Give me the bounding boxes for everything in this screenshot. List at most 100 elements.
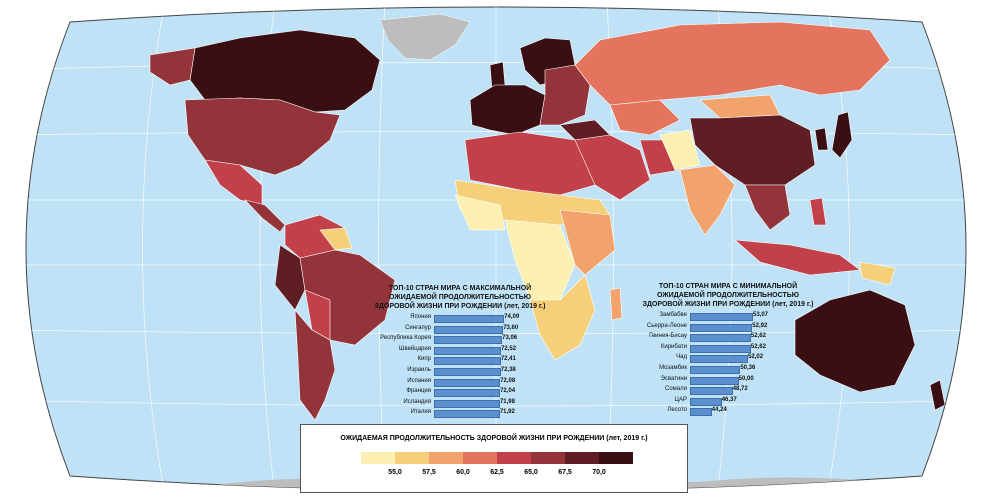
top-min-country: Лесото (667, 407, 687, 414)
top-max-country: Италия (410, 409, 431, 416)
top-min-country: ЦАР (674, 396, 687, 403)
top-min-bar (690, 387, 733, 396)
madagascar (609, 287, 623, 321)
top-max-bar (434, 410, 500, 419)
top-max-country: Республика Корея (380, 335, 431, 342)
legend-tick: 62,5 (490, 469, 504, 476)
philippines (809, 197, 827, 226)
top-max-value: 74,09 (504, 314, 520, 320)
top-min-value: 48,72 (732, 386, 748, 393)
top-min-country: Эсватини (660, 375, 687, 382)
top-max-title-line: ТОП-10 СТРАН МИРА С МАКСИМАЛЬНОЙ (388, 285, 532, 292)
top-max-country: Сингапур (405, 324, 431, 331)
top-min-bar (690, 366, 741, 374)
legend-swatch (497, 452, 531, 464)
png (859, 261, 896, 286)
top-min-bar (690, 376, 739, 385)
india (679, 164, 736, 236)
top-min-value: 50,00 (738, 375, 754, 382)
top-max-country: Исландия (403, 398, 431, 405)
top-max-value: 72,41 (500, 356, 516, 363)
top-min-title-line: ЗДОРОВОЙ ЖИЗНИ ПРИ РОЖДЕНИИ (лет, 2019 г… (642, 301, 814, 308)
peru-ecuador (274, 244, 306, 311)
top-max-value: 73,60 (503, 324, 519, 331)
greenland (379, 13, 471, 61)
top-max-bar (434, 389, 501, 398)
east-africa (559, 209, 616, 276)
top-max-country: Швейцария (398, 345, 431, 352)
southern-africa (529, 274, 596, 361)
top-max-bar (434, 378, 501, 387)
top-min-bar (690, 334, 751, 343)
top-min-bar (690, 313, 753, 321)
guianas (319, 227, 353, 251)
legend-swatch (599, 452, 633, 464)
top-max-bar (434, 399, 500, 408)
top-min-value: 50,36 (740, 365, 756, 371)
top-max-title: ТОП-10 СТРАН МИРА С МАКСИМАЛЬНОЙ ОЖИДАЕМ… (360, 284, 560, 311)
top-min-country: Сомали (665, 386, 687, 393)
top-max-country: Кипр (417, 356, 431, 363)
top-max-country: Израиль (407, 367, 431, 373)
legend-tick: 57,5 (422, 469, 436, 476)
top-max-value: 71,92 (499, 409, 515, 416)
top-min-country: Кирибати (660, 343, 687, 350)
top-min-value: 52,62 (750, 333, 766, 340)
top-max-value: 72,04 (500, 388, 516, 395)
north-africa (464, 131, 596, 196)
top-min-country: Мозамбик (659, 365, 687, 371)
top-max-bar (434, 336, 503, 345)
top-max-value: 71,98 (499, 398, 515, 405)
top-max-bar (434, 346, 502, 355)
legend-tick: 60,0 (456, 469, 470, 476)
top-max-value: 72,52 (501, 345, 517, 352)
top-max-value: 73,06 (502, 335, 518, 342)
legend-swatch (395, 452, 429, 464)
southeast-asia (744, 184, 791, 231)
top-min-bar (690, 408, 712, 417)
australia (794, 289, 916, 393)
top-min-country: Гвинея-Бисау (649, 333, 687, 340)
legend-tick: 67,5 (558, 469, 572, 476)
top-min-value: 52,02 (748, 354, 764, 361)
top-min-bar (690, 344, 751, 353)
indonesia (734, 239, 861, 276)
top-min-value: 52,62 (750, 343, 766, 350)
china (689, 114, 816, 186)
korea (814, 127, 829, 151)
top-max-value: 72,38 (500, 367, 516, 373)
legend-swatch (565, 452, 599, 464)
new-zealand (929, 379, 946, 411)
top-max-bar (434, 357, 501, 366)
top-min-country: Чад (676, 354, 687, 361)
top-min-title: ТОП-10 СТРАН МИРА С МИНИМАЛЬНОЙ ОЖИДАЕМО… (628, 282, 828, 309)
argentina-chile (294, 309, 336, 421)
top-min-title-line: ТОП-10 СТРАН МИРА С МИНИМАЛЬНОЙ (658, 283, 798, 290)
top-min-country: Сьерра-Леоне (646, 322, 687, 329)
top-min-bar (690, 323, 753, 332)
top-min-value: 44,24 (711, 407, 727, 414)
top-max-bar (434, 315, 505, 323)
legend-swatch (429, 452, 463, 464)
top-max-title-line: ОЖИДАЕМОЙ ПРОДОЛЖИТЕЛЬНОСТЬЮ (389, 294, 531, 301)
afghanistan-pakistan (659, 129, 701, 171)
legend-swatch (463, 452, 497, 464)
top-min-value: 53,07 (752, 312, 768, 318)
kazakhstan (609, 99, 681, 136)
legend-swatch (531, 452, 565, 464)
central-america (244, 199, 286, 233)
top-min-title-line: ОЖИДАЕМОЙ ПРОДОЛЖИТЕЛЬНОСТЬЮ (657, 292, 799, 299)
top-max-bar (434, 368, 501, 376)
top-max-country: Япония (410, 314, 431, 320)
alaska (149, 47, 196, 86)
top-max-title-line: ЗДОРОВОЙ ЖИЗНИ ПРИ РОЖДЕНИИ (лет, 2019 г… (374, 303, 546, 310)
top-min-country: Замбабве (659, 312, 687, 318)
top-max-value: 72,08 (500, 377, 516, 384)
legend: ОЖИДАЕМАЯ ПРОДОЛЖИТЕЛЬНОСТЬ ЗДОРОВОЙ ЖИЗ… (300, 424, 688, 493)
legend-tick: 70,0 (592, 469, 606, 476)
legend-tick: 55,0 (388, 469, 402, 476)
west-africa (454, 194, 506, 231)
top-min-value: 52,92 (752, 322, 768, 329)
top-max-country: Франция (406, 388, 431, 395)
